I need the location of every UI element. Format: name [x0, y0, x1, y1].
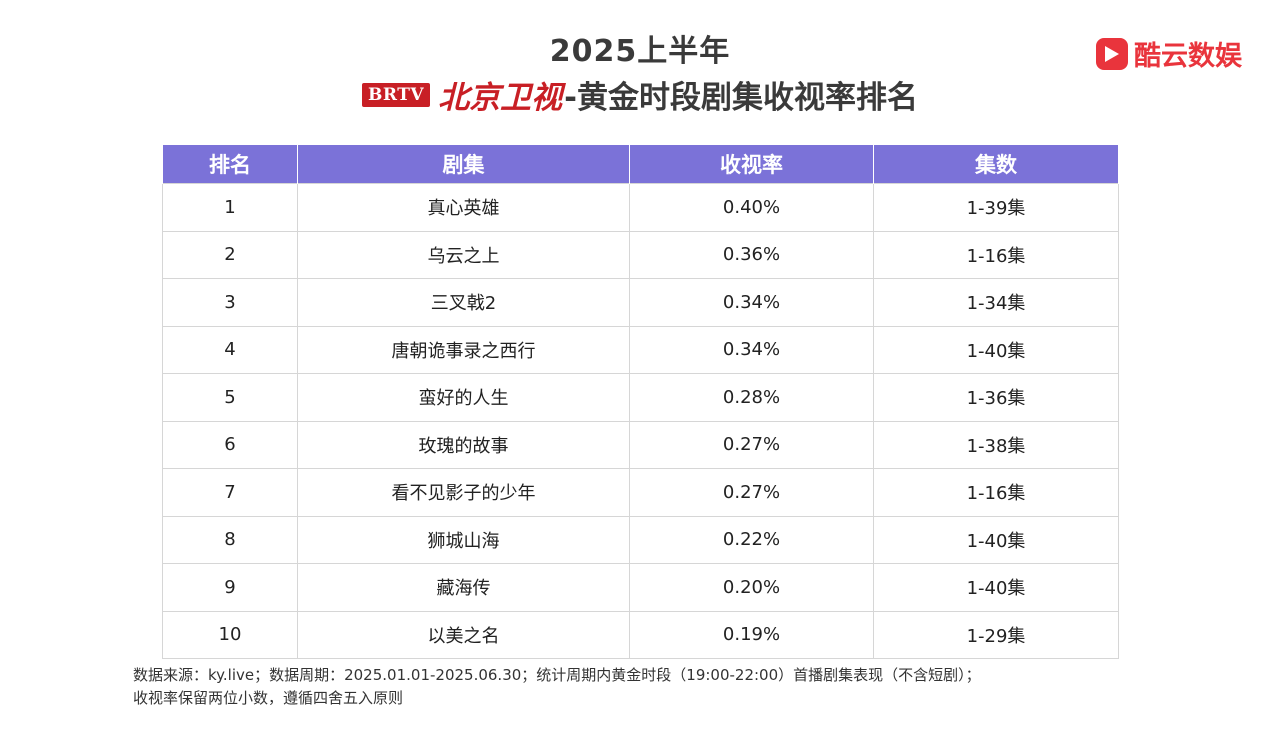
cell-rank: 7	[162, 468, 298, 517]
cell-rank: 4	[162, 325, 298, 374]
channel-name: 北京卫视	[438, 80, 563, 116]
cell-rank: 2	[162, 230, 298, 279]
cell-episodes: 1-29集	[873, 610, 1119, 659]
cell-title: 唐朝诡事录之西行	[297, 325, 630, 374]
cell-episodes: 1-40集	[873, 325, 1119, 374]
cell-rating: 0.40%	[629, 183, 874, 232]
cell-episodes: 1-16集	[873, 468, 1119, 517]
cell-episodes: 1-34集	[873, 278, 1119, 327]
cell-title: 以美之名	[297, 610, 630, 659]
page-title-text: -黄金时段剧集收视率排名	[564, 80, 918, 116]
cell-rank: 10	[162, 610, 298, 659]
cell-rank: 5	[162, 373, 298, 422]
cell-rating: 0.28%	[629, 373, 874, 422]
cell-rating: 0.34%	[629, 278, 874, 327]
cell-title: 狮城山海	[297, 515, 630, 564]
cell-rating: 0.22%	[629, 515, 874, 564]
footnote: 数据来源：ky.live；数据周期：2025.01.01-2025.06.30；…	[133, 664, 981, 710]
cell-rating: 0.27%	[629, 420, 874, 469]
cell-rank: 3	[162, 278, 298, 327]
cell-episodes: 1-40集	[873, 515, 1119, 564]
page-title: BRTV 北京卫视 -黄金时段剧集收视率排名	[0, 72, 1280, 117]
cell-rank: 8	[162, 515, 298, 564]
cell-rating: 0.36%	[629, 230, 874, 279]
cell-episodes: 1-38集	[873, 420, 1119, 469]
brand-name: 酷云数娱	[1134, 41, 1242, 72]
cell-rating: 0.34%	[629, 325, 874, 374]
cell-episodes: 1-16集	[873, 230, 1119, 279]
cell-rating: 0.19%	[629, 610, 874, 659]
cell-episodes: 1-40集	[873, 563, 1119, 612]
table-row: 2 乌云之上 0.36% 1-16集	[162, 230, 1119, 279]
column-header-title: 剧集	[297, 144, 630, 184]
table-row: 8 狮城山海 0.22% 1-40集	[162, 515, 1119, 564]
ranking-table: 排名 剧集 收视率 集数 1 真心英雄 0.40% 1-39集 2 乌云之上 0…	[162, 144, 1119, 659]
table-row: 1 真心英雄 0.40% 1-39集	[162, 183, 1119, 232]
cell-title: 乌云之上	[297, 230, 630, 279]
cell-title: 三叉戟2	[297, 278, 630, 327]
column-header-rating: 收视率	[629, 144, 874, 184]
table-row: 9 藏海传 0.20% 1-40集	[162, 563, 1119, 612]
cell-title: 玫瑰的故事	[297, 420, 630, 469]
column-header-episodes: 集数	[873, 144, 1119, 184]
brand-logo: 酷云数娱	[1096, 34, 1242, 73]
cell-episodes: 1-36集	[873, 373, 1119, 422]
footnote-rounding: 收视率保留两位小数，遵循四舍五入原则	[133, 689, 404, 707]
play-icon	[1096, 37, 1128, 70]
cell-rank: 1	[162, 183, 298, 232]
column-header-rank: 排名	[162, 144, 298, 184]
cell-rank: 6	[162, 420, 298, 469]
footnote-source: 数据来源：ky.live；数据周期：2025.01.01-2025.06.30；…	[133, 666, 981, 684]
cell-rating: 0.27%	[629, 468, 874, 517]
page-title-year: 2025上半年	[549, 34, 731, 69]
cell-episodes: 1-39集	[873, 183, 1119, 232]
table-row: 10 以美之名 0.19% 1-29集	[162, 610, 1119, 659]
table-row: 3 三叉戟2 0.34% 1-34集	[162, 278, 1119, 327]
cell-rating: 0.20%	[629, 563, 874, 612]
cell-title: 真心英雄	[297, 183, 630, 232]
cell-title: 蛮好的人生	[297, 373, 630, 422]
cell-title: 看不见影子的少年	[297, 468, 630, 517]
cell-rank: 9	[162, 563, 298, 612]
table-row: 6 玫瑰的故事 0.27% 1-38集	[162, 420, 1119, 469]
table-row: 4 唐朝诡事录之西行 0.34% 1-40集	[162, 325, 1119, 374]
table-row: 5 蛮好的人生 0.28% 1-36集	[162, 373, 1119, 422]
cell-title: 藏海传	[297, 563, 630, 612]
table-row: 7 看不见影子的少年 0.27% 1-16集	[162, 468, 1119, 517]
brtv-logo: BRTV	[362, 82, 431, 107]
table-header-row: 排名 剧集 收视率 集数	[162, 144, 1119, 184]
